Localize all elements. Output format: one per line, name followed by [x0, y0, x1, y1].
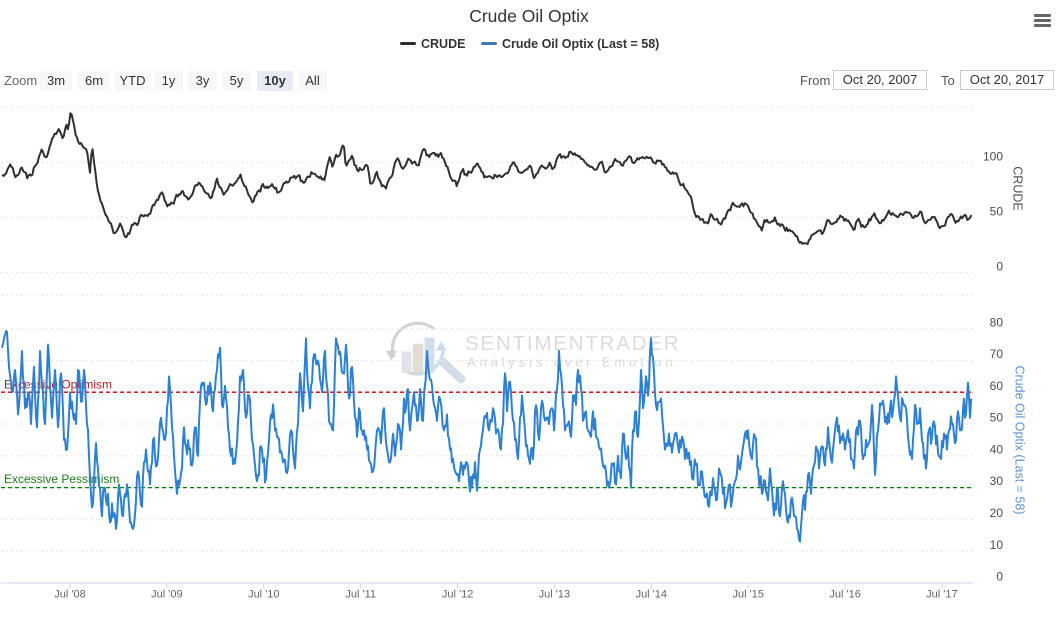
- svg-text:60: 60: [990, 379, 1004, 393]
- svg-text:80: 80: [990, 315, 1004, 329]
- svg-text:70: 70: [990, 347, 1004, 361]
- svg-text:50: 50: [990, 205, 1004, 219]
- svg-text:CRUDE: CRUDE: [1011, 166, 1025, 210]
- svg-text:100: 100: [983, 149, 1003, 163]
- svg-text:Excessive Pessimism: Excessive Pessimism: [4, 472, 119, 486]
- svg-text:10: 10: [990, 538, 1004, 552]
- svg-text:Crude Oil Optix (Last = 58): Crude Oil Optix (Last = 58): [1013, 365, 1027, 514]
- svg-text:Jul '14: Jul '14: [636, 589, 667, 601]
- svg-text:50: 50: [990, 411, 1004, 425]
- svg-text:Jul '16: Jul '16: [829, 589, 860, 601]
- svg-text:Jul '17: Jul '17: [926, 589, 957, 601]
- svg-text:0: 0: [996, 260, 1003, 274]
- svg-text:Jul '15: Jul '15: [732, 589, 763, 601]
- svg-text:Jul '11: Jul '11: [345, 589, 376, 601]
- svg-text:Jul '09: Jul '09: [151, 589, 182, 601]
- svg-text:SENTIMENTRADER: SENTIMENTRADER: [465, 332, 680, 355]
- svg-text:Jul '08: Jul '08: [54, 589, 85, 601]
- svg-text:Jul '13: Jul '13: [539, 589, 570, 601]
- svg-text:0: 0: [996, 570, 1003, 584]
- svg-text:Analysis over Emotion: Analysis over Emotion: [467, 354, 676, 369]
- svg-text:20: 20: [990, 506, 1004, 520]
- svg-text:30: 30: [990, 474, 1004, 488]
- svg-text:40: 40: [990, 443, 1004, 457]
- svg-text:Jul '12: Jul '12: [442, 589, 473, 601]
- svg-text:Jul '10: Jul '10: [248, 589, 279, 601]
